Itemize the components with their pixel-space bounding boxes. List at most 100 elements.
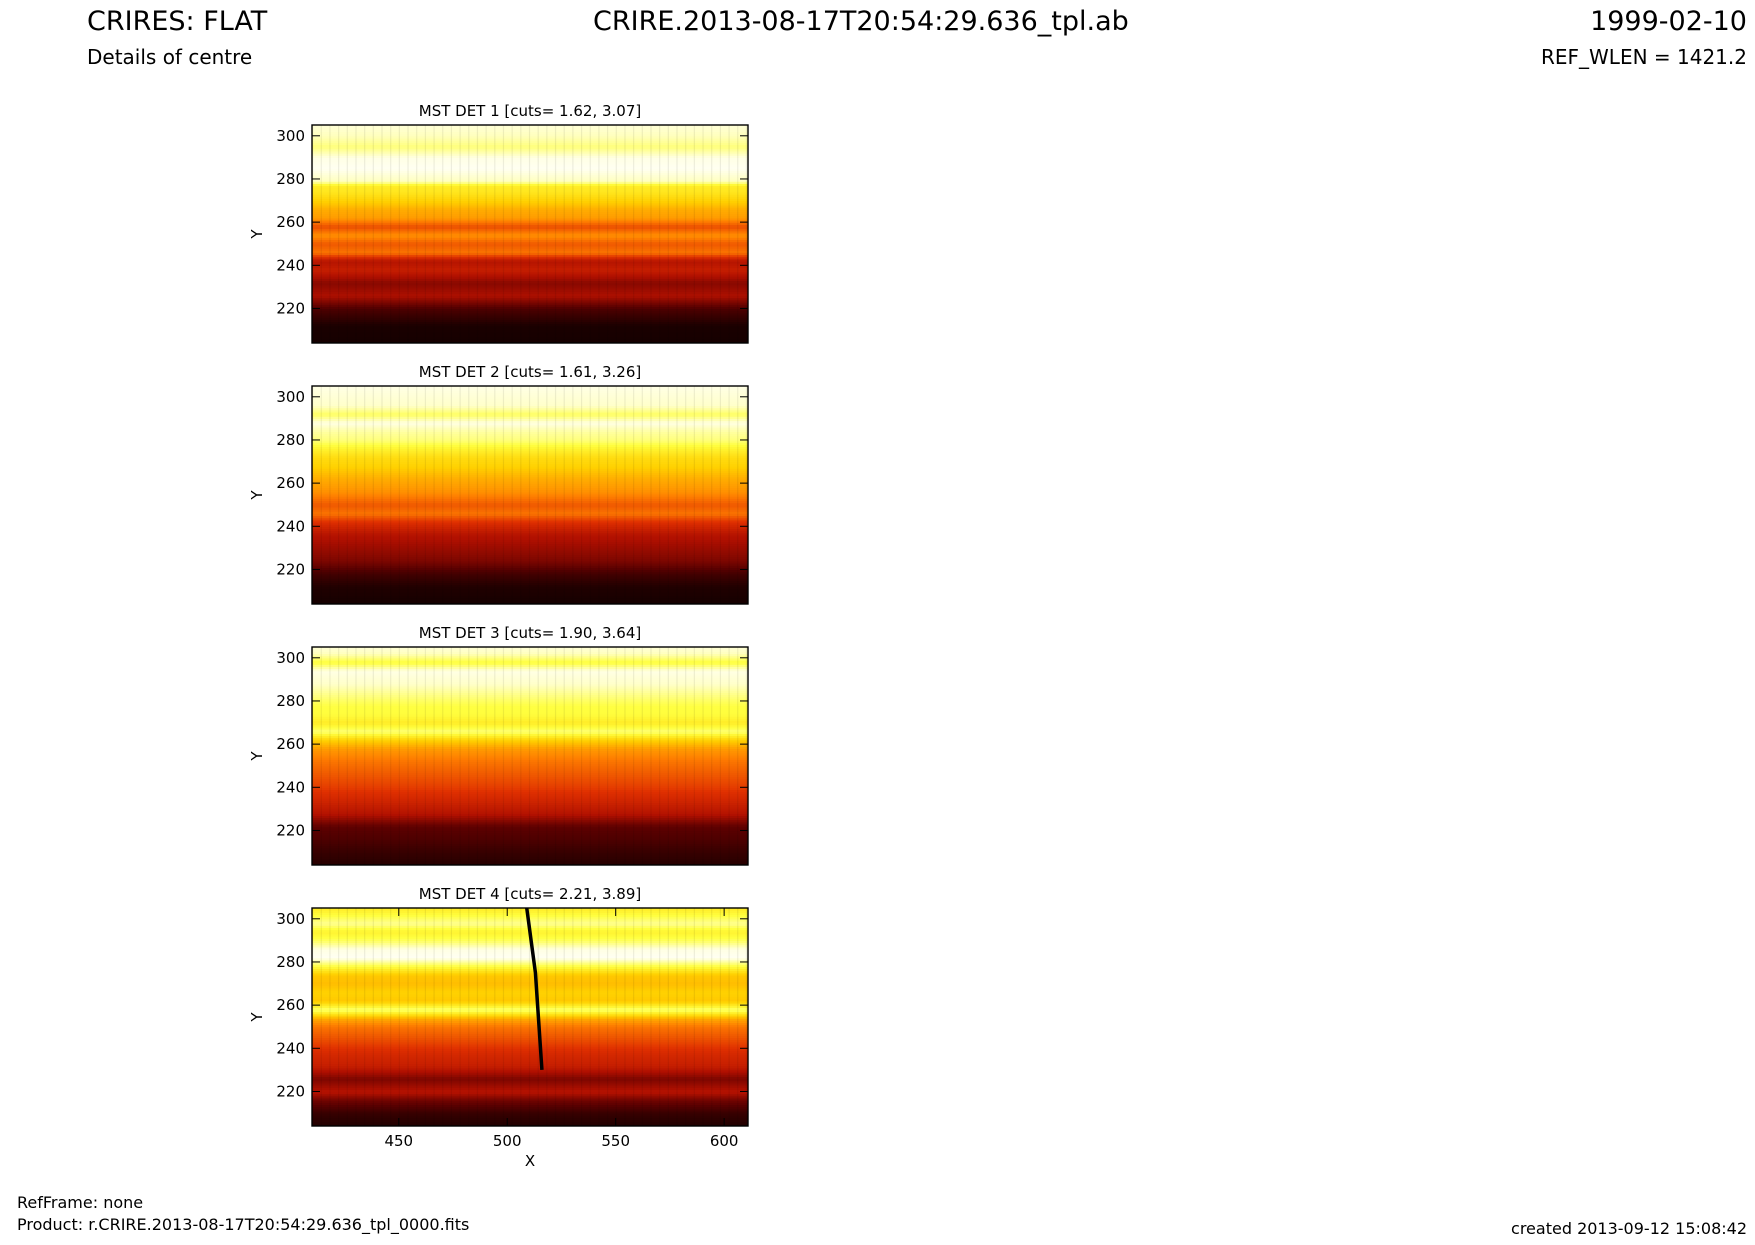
heatmap-row (312, 513, 748, 517)
heatmap-row (312, 955, 748, 959)
heatmap-column-texture (554, 125, 557, 343)
plot-frame (311, 907, 749, 1127)
heatmap-column-texture (711, 647, 713, 865)
heatmap-row (312, 750, 748, 754)
heatmap-row (312, 196, 748, 199)
heatmap-column-texture (355, 908, 357, 1126)
heatmap-row (312, 183, 748, 187)
heatmap-row (312, 970, 748, 974)
heatmap-row (312, 176, 748, 180)
heatmap-row (312, 787, 748, 791)
y-tick-label: 240 (276, 778, 305, 796)
heatmap-row (312, 713, 748, 717)
heatmap-column-texture (520, 386, 522, 604)
heatmap-row (312, 808, 748, 812)
heatmap-row (312, 554, 748, 558)
heatmap-row (312, 530, 748, 534)
heatmap-row (312, 267, 748, 271)
heatmap-row (312, 243, 748, 247)
heatmap-row (312, 672, 748, 676)
y-tick-label: 280 (276, 692, 305, 710)
heatmap-column-texture (589, 908, 591, 1126)
heatmap-row (312, 260, 748, 264)
heatmap-column-texture (607, 647, 609, 865)
x-tick-label: 550 (601, 1132, 630, 1150)
plot-frame (311, 124, 749, 344)
heatmap-row (312, 815, 748, 819)
heatmap-row (312, 407, 748, 411)
y-tick-label: 300 (276, 910, 305, 928)
heatmap-row (312, 811, 748, 814)
heatmap-row (312, 1002, 748, 1006)
heatmap-row (312, 949, 748, 952)
y-tick-label: 300 (276, 127, 305, 145)
heatmap-row (312, 1121, 748, 1125)
heatmap-column-texture (572, 125, 574, 343)
y-tick-label: 220 (276, 1082, 305, 1100)
heatmap-column-texture (381, 647, 383, 865)
heatmap-row (312, 254, 748, 258)
heatmap-row (312, 532, 748, 536)
heatmap-column-texture (728, 908, 730, 1126)
heatmap-row (312, 1084, 748, 1088)
heatmap-row (312, 396, 748, 400)
heatmap-row (312, 560, 748, 564)
heatmap-column-texture (737, 647, 739, 865)
heatmap-row (312, 181, 748, 184)
heatmap-row (312, 813, 748, 816)
heatmap-column-texture (598, 908, 600, 1126)
heatmap-row (312, 153, 748, 156)
heatmap-column-texture (554, 386, 557, 604)
heatmap-row (312, 908, 748, 911)
heatmap-row (312, 575, 748, 579)
heatmap-column-texture (346, 908, 348, 1126)
heatmap-column-texture (338, 908, 340, 1126)
heatmap-row (312, 1093, 748, 1097)
heatmap-row (312, 146, 748, 150)
heatmap-row (312, 1072, 748, 1075)
heatmap-row (312, 483, 748, 486)
panel-title: MST DET 1 [cuts= 1.62, 3.07] (419, 102, 642, 120)
heatmap-column-texture (711, 386, 713, 604)
heatmap-column-texture (372, 647, 374, 865)
heatmap-row (312, 588, 748, 592)
heatmap-row (312, 545, 748, 549)
heatmap-row (312, 597, 748, 601)
heatmap-row (312, 511, 748, 514)
heatmap-column-texture (511, 386, 513, 604)
heatmap-column-texture (737, 386, 739, 604)
heatmap-row (312, 284, 748, 288)
heatmap-row (312, 452, 748, 456)
heatmap-row (312, 1007, 748, 1011)
heatmap-column-texture (416, 908, 418, 1126)
heatmap-column-texture (476, 386, 479, 604)
heatmap-column-texture (693, 908, 695, 1126)
heatmap-row (312, 651, 748, 655)
heatmap-column-texture (520, 125, 522, 343)
heatmap-column-texture (364, 125, 366, 343)
heatmap-row (312, 435, 748, 439)
heatmap-row (312, 1076, 748, 1080)
heatmap-column-texture (459, 125, 461, 343)
file-name: CRIRE.2013-08-17T20:54:29.636_tpl.ab (593, 6, 1129, 37)
heatmap-column-texture (650, 908, 652, 1126)
heatmap-column-texture (528, 386, 531, 604)
heatmap-column-texture (485, 125, 487, 343)
heatmap-row (312, 437, 748, 441)
y-tick-label: 240 (276, 1039, 305, 1057)
heatmap-row (312, 168, 748, 171)
heatmap-row (312, 498, 748, 501)
heatmap-column-texture (442, 125, 444, 343)
heatmap-row (312, 241, 748, 245)
heatmap-column-texture (494, 125, 496, 343)
heatmap-row (312, 994, 748, 998)
heatmap-row (312, 821, 748, 825)
heatmap-column-texture (650, 386, 652, 604)
heatmap-column-texture (572, 647, 574, 865)
heatmap-row (312, 414, 748, 417)
heatmap-row (312, 733, 748, 737)
heatmap-row (312, 207, 748, 210)
heatmap-column-texture (615, 386, 617, 604)
heatmap-row (312, 800, 748, 804)
